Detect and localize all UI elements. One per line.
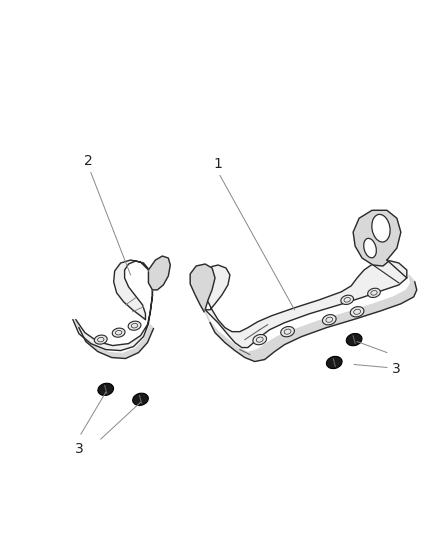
Ellipse shape bbox=[131, 324, 138, 328]
Ellipse shape bbox=[367, 288, 380, 297]
Ellipse shape bbox=[98, 337, 104, 342]
Ellipse shape bbox=[371, 290, 377, 295]
Polygon shape bbox=[148, 256, 170, 290]
Ellipse shape bbox=[344, 297, 350, 302]
Ellipse shape bbox=[322, 314, 336, 325]
Ellipse shape bbox=[98, 383, 113, 395]
Ellipse shape bbox=[346, 334, 362, 346]
Ellipse shape bbox=[284, 329, 291, 334]
Polygon shape bbox=[190, 264, 215, 312]
Text: 3: 3 bbox=[74, 442, 83, 456]
Polygon shape bbox=[205, 275, 417, 361]
Text: 1: 1 bbox=[214, 157, 223, 171]
Ellipse shape bbox=[354, 309, 360, 314]
Ellipse shape bbox=[128, 321, 141, 330]
Ellipse shape bbox=[112, 328, 125, 337]
Ellipse shape bbox=[253, 335, 267, 345]
Ellipse shape bbox=[372, 214, 390, 242]
Ellipse shape bbox=[133, 393, 148, 406]
Ellipse shape bbox=[341, 295, 353, 304]
Text: 3: 3 bbox=[392, 362, 401, 376]
Polygon shape bbox=[73, 260, 152, 351]
Polygon shape bbox=[203, 260, 407, 348]
Ellipse shape bbox=[350, 306, 364, 317]
Ellipse shape bbox=[94, 335, 107, 344]
Ellipse shape bbox=[256, 337, 263, 342]
Text: 2: 2 bbox=[85, 154, 93, 167]
Ellipse shape bbox=[281, 327, 294, 337]
Ellipse shape bbox=[364, 238, 376, 258]
Ellipse shape bbox=[326, 357, 342, 369]
Polygon shape bbox=[76, 322, 153, 359]
Polygon shape bbox=[353, 211, 401, 266]
Ellipse shape bbox=[116, 330, 122, 335]
Ellipse shape bbox=[326, 317, 333, 322]
